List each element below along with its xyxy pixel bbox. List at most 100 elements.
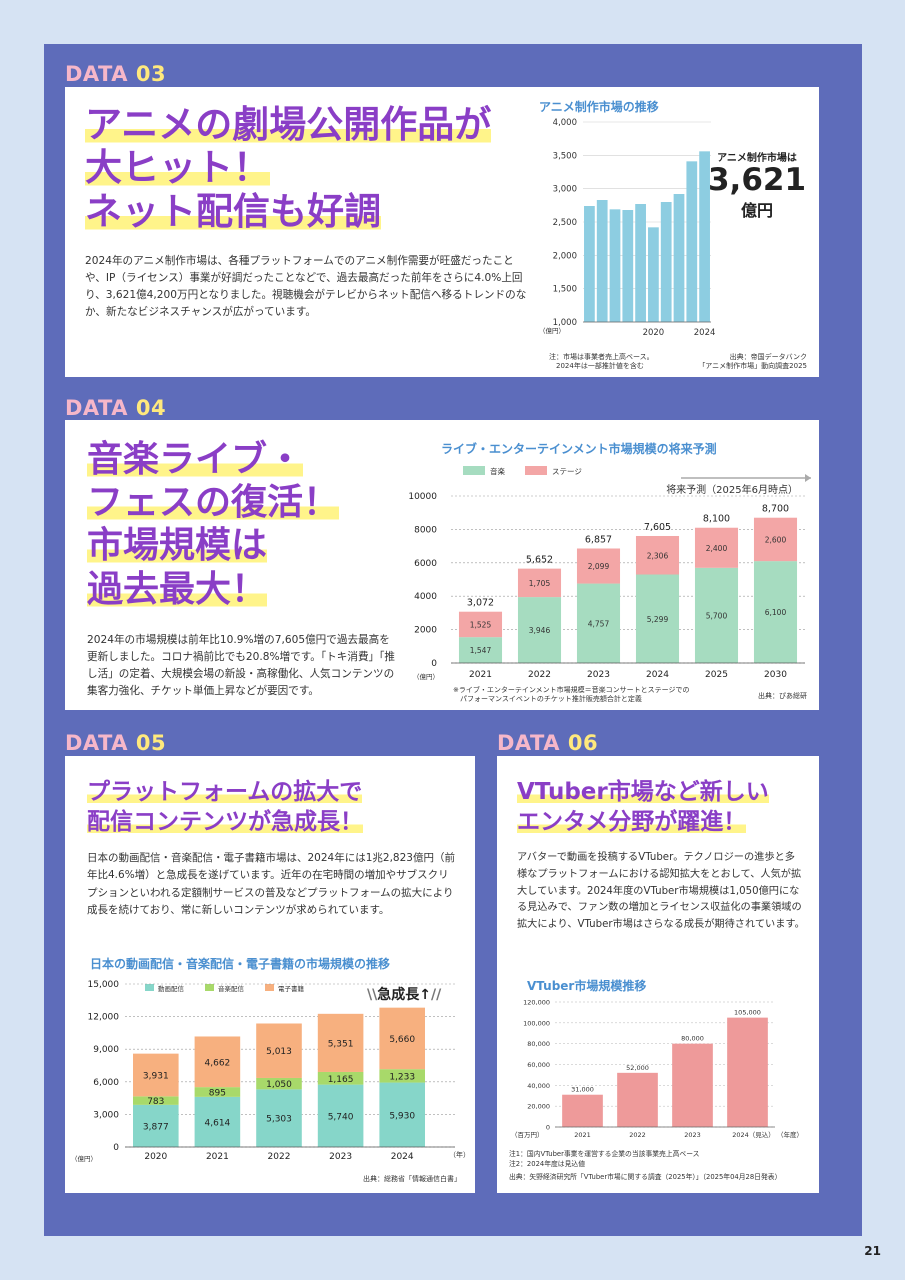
- data-label: 52,000: [626, 1064, 649, 1072]
- note-line: 注1：国内VTuber事業を運営する企業の当該事業売上高ベース: [509, 1150, 700, 1158]
- tag-number: 06: [567, 731, 599, 755]
- data-label: 2,600: [765, 535, 787, 544]
- x-tick-label: 2024: [391, 1152, 414, 1162]
- rapid-growth-callout: \\急成長↑//: [367, 984, 441, 1004]
- y-tick-label: 0: [431, 659, 437, 669]
- data-label: 1,050: [266, 1080, 292, 1090]
- bar: [596, 200, 608, 322]
- bar: [562, 1094, 603, 1127]
- bar-segment: [635, 574, 680, 663]
- data-label: 5,700: [706, 611, 728, 620]
- y-tick-label: 2,500: [553, 218, 577, 228]
- callout-label: アニメ制作市場は: [717, 153, 797, 164]
- title-line: 配信コンテンツが急成長！: [87, 808, 363, 835]
- legend-swatch: [463, 466, 485, 475]
- bar: [727, 1017, 768, 1127]
- total-label: 5,652: [526, 555, 553, 566]
- y-tick-label: 1,000: [553, 318, 577, 328]
- y-tick-label: 8000: [414, 525, 437, 535]
- data-label: 1,547: [470, 646, 492, 655]
- data03-note: 注：市場は事業者売上高ベース。 2024年は一部推計値を含む: [549, 353, 654, 371]
- bar: [673, 194, 685, 322]
- slash-marks: \\: [367, 987, 378, 1003]
- y-tick-label: 0: [113, 1143, 119, 1153]
- data05-panel: プラットフォームの拡大で 配信コンテンツが急成長！ 日本の動画配信・音楽配信・電…: [65, 756, 475, 1193]
- x-tick-label: 2024（見込）: [732, 1130, 775, 1139]
- bar-segment: [256, 1089, 302, 1147]
- bar-segment: [517, 597, 562, 663]
- data-label: 5,351: [328, 1039, 354, 1049]
- bar-segment: [194, 1087, 241, 1097]
- y-axis-unit: （百万円）: [511, 1131, 544, 1139]
- data04-note: ※ライブ・エンターテインメント市場規模＝音楽コンサートとステージでの パフォーマ…: [453, 686, 690, 704]
- total-label: 6,857: [585, 535, 612, 546]
- data03-title: アニメの劇場公開作品が 大ヒット！ ネット配信も好調: [85, 103, 492, 233]
- bar-segment: [753, 517, 798, 562]
- forecast-label: 将来予測（2025年6月時点）: [666, 483, 798, 496]
- x-axis-unit: （年度）: [777, 1130, 803, 1139]
- bar-segment: [194, 1096, 241, 1147]
- callout-text: 急成長↑: [377, 987, 431, 1003]
- data06-tag: DATA 06: [497, 731, 598, 755]
- data06-notes: 注1：国内VTuber事業を運営する企業の当該事業売上高ベース 注2：2024年…: [509, 1150, 781, 1183]
- data-label: 6,100: [765, 608, 787, 617]
- y-axis-unit: （億円）: [539, 326, 565, 335]
- tag-word: DATA: [65, 731, 129, 755]
- y-tick-label: 10000: [408, 492, 437, 502]
- y-tick-label: 4,000: [553, 118, 577, 128]
- tag-word: DATA: [65, 396, 129, 420]
- data06-body: アバターで動画を投稿するVTuber。テクノロジーの進歩と多様なプラットフォーム…: [517, 852, 805, 931]
- y-tick-label: 60,000: [527, 1061, 550, 1069]
- bar: [672, 1043, 713, 1127]
- data05-tag: DATA 05: [65, 731, 166, 755]
- bar-segment: [133, 1104, 179, 1147]
- data06-title: VTuber市場など新しい エンタメ分野が躍進！: [517, 778, 769, 838]
- tag-number: 05: [135, 731, 167, 755]
- callout-value: 3,621: [707, 162, 807, 198]
- y-tick-label: 20,000: [527, 1103, 550, 1111]
- x-tick-label: 2022: [629, 1131, 646, 1139]
- bar-segment: [133, 1096, 179, 1105]
- data03-source: 出典：帝国データバンク 「アニメ制作市場」動向調査2025: [698, 353, 807, 371]
- y-tick-label: 15,000: [88, 980, 120, 990]
- x-tick-label: 2023: [587, 670, 610, 680]
- bar-segment: [458, 637, 503, 663]
- data-label: 3,931: [143, 1072, 169, 1082]
- y-tick-label: 6000: [414, 559, 437, 569]
- bar-segment: [256, 1077, 302, 1090]
- bar-segment: [194, 1036, 241, 1088]
- x-tick-label: 2022: [268, 1152, 291, 1162]
- y-tick-label: 3,500: [553, 151, 577, 161]
- data03-body: 2024年のアニメ制作市場は、各種プラットフォームでのアニメ制作需要が旺盛だった…: [85, 255, 527, 319]
- note-line: 出典：矢野経済研究所「VTuber市場に関する調査（2025年）」（2025年0…: [509, 1172, 782, 1181]
- title-line: プラットフォームの拡大で: [87, 779, 363, 805]
- y-tick-label: 9,000: [93, 1045, 119, 1055]
- data03-tag: DATA 03: [65, 62, 166, 86]
- data05-title: プラットフォームの拡大で 配信コンテンツが急成長！: [87, 778, 363, 838]
- bar-segment: [317, 1071, 364, 1085]
- y-tick-label: 3,000: [93, 1110, 119, 1120]
- y-tick-label: 2,000: [553, 251, 577, 261]
- x-tick-label: 2023: [684, 1131, 701, 1139]
- data-label: 5,740: [328, 1112, 354, 1122]
- page-number: 21: [864, 1244, 881, 1258]
- total-label: 8,700: [762, 504, 789, 515]
- bar-segment: [576, 548, 621, 584]
- tag-word: DATA: [65, 62, 129, 86]
- x-tick-label: 2024: [646, 670, 669, 680]
- note-line: 注2：2024年度は見込値: [509, 1159, 585, 1168]
- tag-number: 03: [135, 62, 167, 86]
- data-label: 2,099: [588, 562, 610, 571]
- y-axis-unit: （億円）: [413, 672, 439, 681]
- data-label: 5,299: [647, 615, 669, 624]
- y-tick-label: 4000: [414, 592, 437, 602]
- title-line: エンタメ分野が躍進！: [517, 808, 747, 835]
- tag-number: 04: [135, 396, 167, 420]
- bar-segment: [133, 1053, 179, 1097]
- anime-market-chart: 1,000 1,500 2,000 2,500 3,000 3,500 4,000 （億円） 2…: [539, 118, 715, 338]
- bar: [617, 1072, 658, 1127]
- title-line: フェスの復活！: [87, 482, 340, 524]
- slash-marks: //: [430, 987, 442, 1003]
- y-axis-unit: （億円）: [71, 1154, 97, 1163]
- data-label: 2,400: [706, 544, 728, 553]
